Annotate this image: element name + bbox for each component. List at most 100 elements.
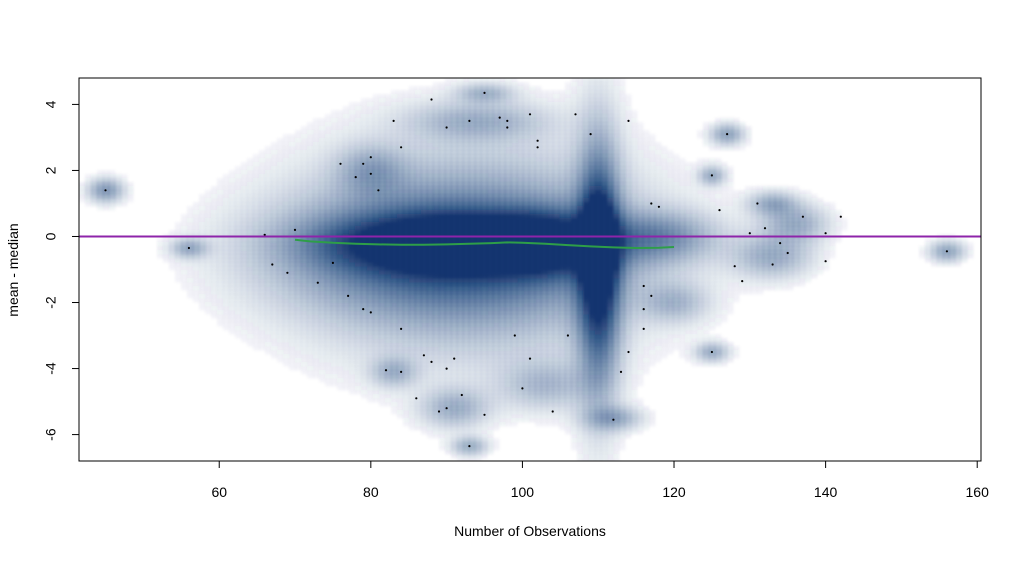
density-cell xyxy=(487,246,494,251)
density-cell xyxy=(295,254,302,259)
density-cell xyxy=(571,302,578,307)
density-cell xyxy=(283,262,290,267)
density-cell xyxy=(433,214,440,219)
density-cell xyxy=(469,282,476,287)
density-cell xyxy=(667,202,674,207)
density-cell xyxy=(529,294,536,299)
density-cell xyxy=(745,238,752,243)
density-cell xyxy=(373,298,380,303)
density-cell xyxy=(793,282,800,287)
density-cell xyxy=(457,278,464,283)
density-cell xyxy=(367,210,374,215)
density-cell xyxy=(589,174,596,179)
density-cell xyxy=(421,290,428,295)
density-cell xyxy=(589,238,596,243)
density-cell xyxy=(541,218,548,223)
density-cell xyxy=(529,218,536,223)
density-cell xyxy=(355,162,362,167)
density-cell xyxy=(787,266,794,271)
density-cell xyxy=(277,242,284,247)
density-cell xyxy=(283,274,290,279)
density-cell xyxy=(313,278,320,283)
density-cell xyxy=(325,162,332,167)
density-cell xyxy=(487,250,494,255)
density-cell xyxy=(427,186,434,191)
density-cell xyxy=(763,186,770,191)
density-cell xyxy=(589,138,596,143)
density-cell xyxy=(775,190,782,195)
density-cell xyxy=(223,218,230,223)
density-cell xyxy=(325,182,332,187)
density-cell xyxy=(427,174,434,179)
density-cell xyxy=(295,166,302,171)
density-cell xyxy=(769,198,776,203)
density-cell xyxy=(511,118,518,123)
density-cell xyxy=(277,302,284,307)
density-cell xyxy=(667,166,674,171)
density-cell xyxy=(385,230,392,235)
density-cell xyxy=(709,258,716,263)
density-cell xyxy=(505,138,512,143)
density-cell xyxy=(595,282,602,287)
density-cell xyxy=(703,178,710,183)
density-cell xyxy=(457,294,464,299)
density-cell xyxy=(757,242,764,247)
density-cell xyxy=(445,250,452,255)
density-cell xyxy=(469,102,476,107)
density-cell xyxy=(517,202,524,207)
density-cell xyxy=(799,254,806,259)
density-cell xyxy=(439,286,446,291)
density-cell xyxy=(745,190,752,195)
density-cell xyxy=(433,98,440,103)
density-cell xyxy=(589,94,596,99)
density-cell xyxy=(331,198,338,203)
density-cell xyxy=(673,246,680,251)
density-cell xyxy=(709,130,716,135)
density-cell xyxy=(571,114,578,119)
density-cell xyxy=(367,298,374,303)
density-cell xyxy=(487,206,494,211)
density-cell xyxy=(505,210,512,215)
density-cell xyxy=(457,130,464,135)
density-cell xyxy=(673,166,680,171)
density-cell xyxy=(433,282,440,287)
density-cell xyxy=(529,222,536,227)
density-cell xyxy=(655,254,662,259)
density-cell xyxy=(763,198,770,203)
density-cell xyxy=(475,266,482,271)
density-cell xyxy=(535,190,542,195)
density-cell xyxy=(829,226,836,231)
density-cell xyxy=(607,282,614,287)
density-cell xyxy=(331,186,338,191)
density-cell xyxy=(553,146,560,151)
density-cell xyxy=(787,282,794,287)
density-cell xyxy=(103,174,110,179)
density-cell xyxy=(679,246,686,251)
density-cell xyxy=(475,166,482,171)
density-cell xyxy=(307,150,314,155)
density-cell xyxy=(331,282,338,287)
density-cell xyxy=(649,214,656,219)
density-cell xyxy=(601,266,608,271)
density-cell xyxy=(565,190,572,195)
density-cell xyxy=(523,150,530,155)
density-cell xyxy=(421,150,428,155)
density-cell xyxy=(415,226,422,231)
density-cell xyxy=(559,282,566,287)
density-cell xyxy=(811,262,818,267)
density-cell xyxy=(553,274,560,279)
density-cell xyxy=(499,150,506,155)
density-cell xyxy=(295,226,302,231)
density-cell xyxy=(571,182,578,187)
density-cell xyxy=(325,138,332,143)
density-cell xyxy=(571,126,578,131)
density-cell xyxy=(685,238,692,243)
density-cell xyxy=(229,218,236,223)
density-cell xyxy=(625,226,632,231)
density-cell xyxy=(613,266,620,271)
density-cell xyxy=(325,270,332,275)
density-cell xyxy=(301,282,308,287)
density-cell xyxy=(673,154,680,159)
density-cell xyxy=(493,126,500,131)
density-cell xyxy=(547,214,554,219)
